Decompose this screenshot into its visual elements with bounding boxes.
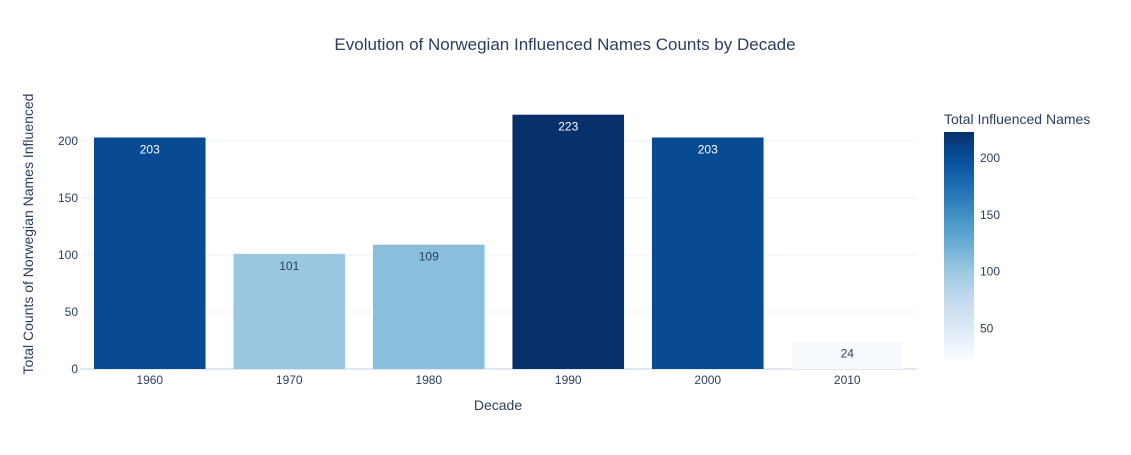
x-tick-label: 1970 [276,373,303,387]
colorbar-tick-label: 200 [980,151,1000,165]
bar-labels: 203 101 109 223 203 24 [140,120,855,361]
bar-value-label: 24 [841,347,855,361]
x-axis-label: Decade [474,397,522,413]
y-axis-label: Total Counts of Norwegian Names Influenc… [20,94,36,375]
x-tick-label: 2010 [834,373,861,387]
bar[interactable] [791,341,904,369]
colorbar: Total Influenced Names 50 100 150 200 [944,111,1090,358]
chart-title: Evolution of Norwegian Influenced Names … [334,35,795,54]
y-tick-label: 100 [58,248,78,262]
y-tick-label: 50 [65,305,79,319]
colorbar-gradient [944,132,974,358]
bar[interactable] [233,253,346,369]
colorbar-tick-label: 150 [980,208,1000,222]
bars [93,114,904,369]
bar-value-label: 109 [419,250,439,264]
x-tick-label: 1960 [136,373,163,387]
bar[interactable] [372,244,485,369]
x-tick-label: 1980 [415,373,442,387]
grid-lines [80,140,917,370]
colorbar-title: Total Influenced Names [944,111,1090,127]
y-tick-label: 0 [71,362,78,376]
bar[interactable] [651,137,764,369]
y-tick-label: 150 [58,191,78,205]
colorbar-tick-label: 100 [980,265,1000,279]
bar-value-label: 203 [140,142,160,156]
bar[interactable] [93,137,206,369]
x-axis-ticks: 1960 1970 1980 1990 2000 2010 [136,373,861,387]
bar-value-label: 101 [279,259,299,273]
x-tick-label: 2000 [694,373,721,387]
x-tick-label: 1990 [555,373,582,387]
y-axis-ticks: 0 50 100 150 200 [58,134,78,376]
bar-value-label: 203 [698,142,718,156]
colorbar-ticks: 50 100 150 200 [980,151,1000,335]
y-tick-label: 200 [58,134,78,148]
bar-value-label: 223 [558,120,578,134]
colorbar-tick-label: 50 [980,321,994,335]
bar[interactable] [512,114,625,369]
